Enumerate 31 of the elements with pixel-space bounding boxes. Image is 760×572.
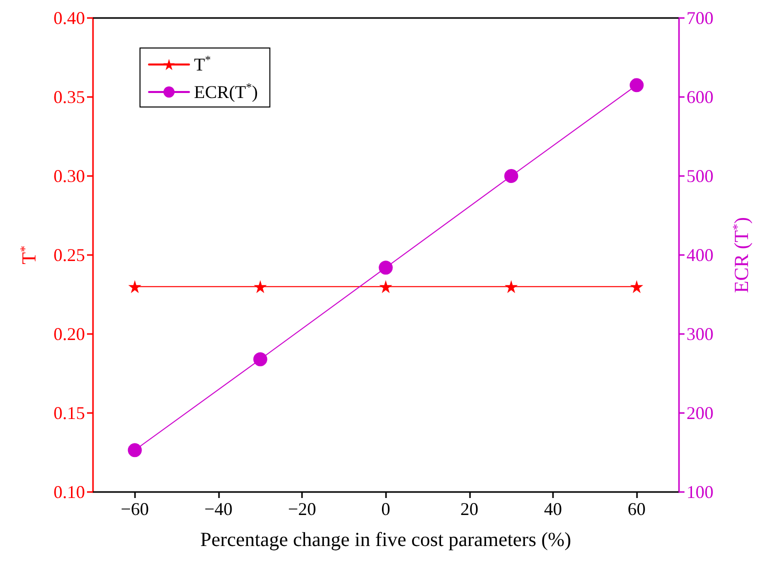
y2-tick-label: 600: [686, 87, 714, 107]
y2-tick-label: 400: [686, 245, 714, 265]
y2-tick-label: 100: [686, 482, 714, 502]
x-tick-label: −20: [288, 499, 316, 519]
x-tick-label: 40: [544, 499, 562, 519]
y-tick-label: 0.40: [54, 8, 85, 28]
y-tick-label: 0.10: [54, 482, 85, 502]
x-axis-title: Percentage change in five cost parameters (%): [200, 529, 572, 551]
y2-axis-title: ECR (T*): [730, 217, 753, 293]
point: [253, 352, 268, 366]
x-tick-label: 20: [460, 499, 478, 519]
x-tick-label: −40: [204, 499, 233, 519]
point: [128, 443, 142, 458]
y2-tick-label: 200: [686, 403, 714, 423]
y-tick-label: 0.25: [54, 245, 85, 265]
x-tick-label: −60: [120, 499, 149, 519]
x-tick-label: 0: [381, 499, 390, 519]
point: [630, 78, 644, 92]
y-tick-label: 0.35: [54, 87, 85, 107]
point: [504, 169, 518, 183]
y-tick-label: 0.20: [54, 324, 85, 344]
point: [378, 260, 393, 275]
y2-tick-label: 500: [686, 166, 714, 186]
y2-tick-label: 700: [686, 8, 714, 28]
y-tick-label: 0.15: [54, 403, 85, 423]
y2-tick-label: 300: [686, 324, 714, 344]
legend-label: ECR(T*): [194, 81, 258, 102]
legend-label: T*: [194, 54, 211, 74]
y-tick-label: 0.30: [54, 166, 85, 186]
x-tick-label: 60: [628, 499, 646, 519]
y-axis-title: T*: [17, 246, 40, 264]
